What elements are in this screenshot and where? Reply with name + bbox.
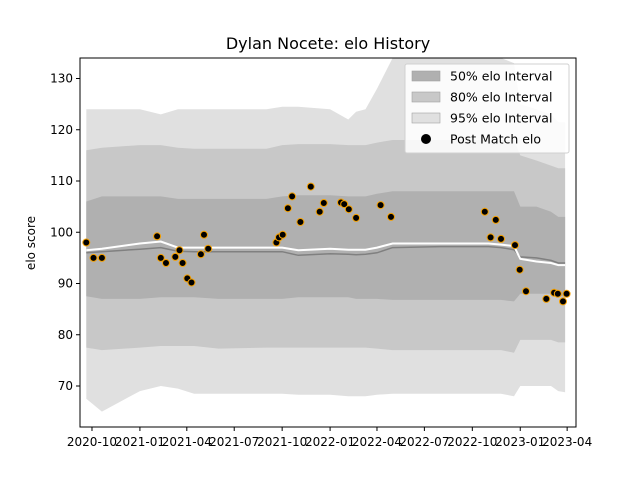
post-match-point (187, 278, 196, 287)
x-tick-label: 2021-10 (257, 435, 307, 449)
x-tick-label: 2022-04 (352, 435, 402, 449)
post-match-point (340, 200, 349, 209)
chart-legend: 50% elo Interval 80% elo Interval 95% elo … (404, 63, 570, 154)
post-match-point (296, 218, 305, 226)
post-match-point (288, 192, 297, 201)
post-match-point (376, 201, 385, 210)
post-match-point (491, 215, 500, 224)
y-tick-label: 70 (58, 379, 73, 393)
x-tick-label: 2022-01 (305, 435, 355, 449)
y-axis-ticks: 70 80 90 100 110 120 130 (50, 72, 80, 393)
post-match-point (306, 182, 315, 191)
post-match-point (178, 259, 187, 267)
post-match-point (562, 289, 571, 298)
y-tick-label: 110 (50, 174, 73, 188)
post-match-point (559, 297, 567, 306)
post-match-point (278, 230, 287, 239)
post-match-point (171, 252, 180, 261)
y-axis-label: elo score (24, 216, 38, 270)
post-match-point (156, 253, 165, 262)
post-match-point (200, 230, 208, 239)
post-match-point (89, 253, 98, 262)
legend-swatch (411, 91, 441, 103)
legend-swatch (411, 112, 441, 124)
post-match-point (344, 205, 353, 214)
legend-label: Post Match elo (450, 132, 541, 147)
x-tick-label: 2023-04 (542, 435, 592, 449)
y-tick-label: 90 (58, 277, 73, 291)
legend-label: 80% elo Interval (450, 90, 552, 105)
y-tick-label: 120 (50, 123, 73, 137)
post-match-point (204, 244, 213, 253)
post-match-point (352, 213, 361, 222)
post-match-point (97, 253, 106, 262)
plot-frame (79, 57, 577, 428)
band-50 (86, 191, 566, 302)
post-match-point (153, 232, 162, 241)
x-tick-label: 2023-01 (495, 435, 545, 449)
post-match-point (175, 246, 184, 255)
post-match-point (319, 199, 328, 207)
post-match-point (82, 238, 91, 247)
legend-marker (421, 134, 431, 144)
post-match-markers (82, 182, 571, 306)
post-match-point (283, 204, 292, 213)
post-match-point (542, 294, 551, 303)
post-match-point (162, 259, 170, 267)
post-match-point (486, 233, 495, 242)
post-match-point (387, 212, 395, 221)
x-tick-label: 2021-04 (162, 435, 212, 449)
x-tick-label: 2022-07 (399, 435, 449, 449)
legend-label: 50% elo Interval (450, 69, 552, 84)
x-tick-label: 2022-10 (447, 435, 497, 449)
post-match-point (497, 234, 505, 243)
legend-box (404, 63, 570, 154)
x-tick-label: 2021-07 (209, 435, 259, 449)
x-tick-label: 2020-10 (67, 435, 117, 449)
y-tick-label: 100 (50, 225, 73, 239)
y-tick-label: 80 (58, 328, 73, 342)
x-tick-label: 2021-01 (115, 435, 165, 449)
post-match-point (522, 287, 530, 296)
legend-swatch (411, 70, 441, 82)
post-match-point (315, 207, 324, 216)
x-axis-ticks: 2020-102021-012021-042021-072021-102022-… (67, 427, 592, 449)
chart-title: Dylan Nocete: elo History (226, 34, 430, 53)
post-match-point (196, 250, 205, 259)
y-tick-label: 130 (50, 72, 73, 86)
post-match-point (553, 289, 562, 298)
post-match-point (480, 207, 489, 216)
legend-label: 95% elo Interval (450, 111, 552, 126)
post-match-point (515, 265, 524, 274)
post-match-point (511, 241, 519, 250)
